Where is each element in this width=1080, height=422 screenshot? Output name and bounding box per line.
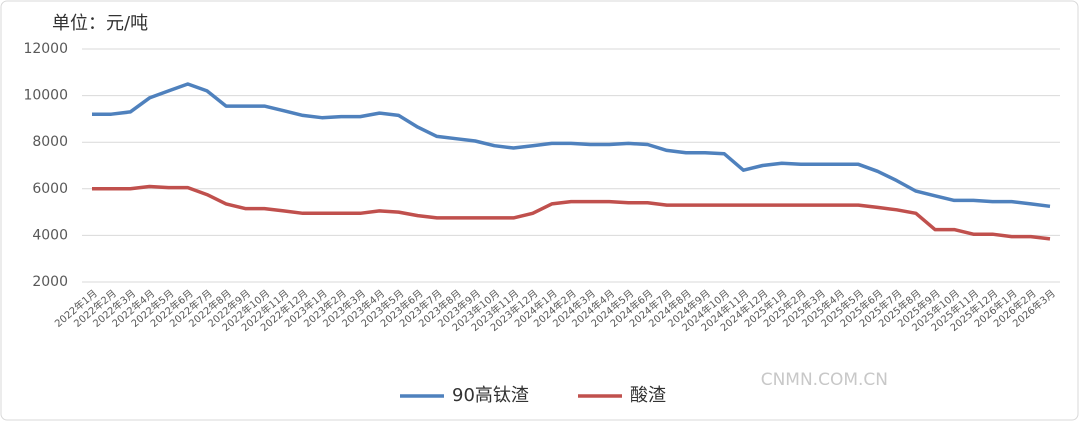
y-tick-label: 2000 — [32, 274, 68, 290]
chart-title: 单位：元/吨 — [52, 13, 148, 34]
series-line — [92, 82, 1051, 209]
y-tick-label: 4000 — [32, 227, 68, 243]
y-tick-label: 10000 — [23, 88, 68, 104]
legend-label: 酸渣 — [630, 385, 666, 406]
y-tick-label: 12000 — [23, 41, 68, 57]
watermark: CNMN.COM.CN — [761, 370, 888, 390]
legend-label: 90高钛渣 — [452, 385, 529, 406]
series-line — [92, 184, 1051, 241]
y-tick-label: 8000 — [32, 134, 68, 150]
y-tick-label: 6000 — [32, 181, 68, 197]
